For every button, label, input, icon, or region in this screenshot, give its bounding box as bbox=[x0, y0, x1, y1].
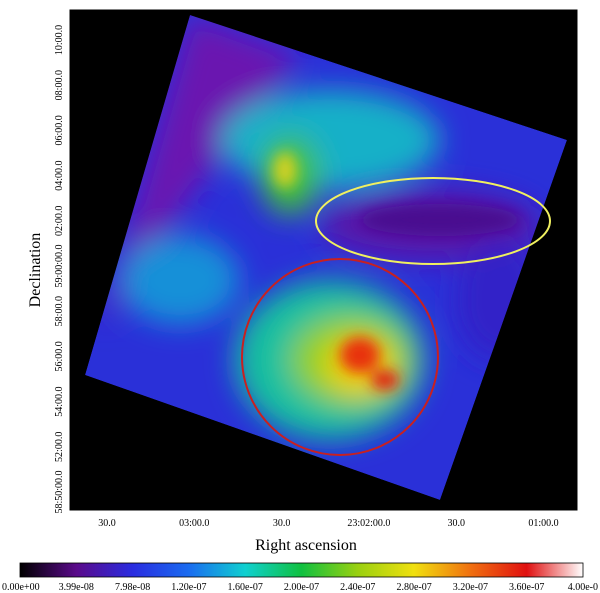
colorbar-tick-label: 2.00e-07 bbox=[284, 582, 319, 593]
y-tick-label: 06:00.0 bbox=[54, 115, 65, 145]
y-tick-label: 10:00.0 bbox=[54, 25, 65, 55]
y-tick-label: 08:00.0 bbox=[54, 70, 65, 100]
colorbar-tick-label: 4.00e-0 bbox=[568, 582, 598, 593]
region-ellipse bbox=[315, 177, 551, 265]
y-tick-label: 58:00.0 bbox=[54, 296, 65, 326]
colorbar-tick-label: 3.99e-08 bbox=[59, 582, 94, 593]
y-tick-label: 52:00.0 bbox=[54, 432, 65, 462]
colorbar-tick-label: 1.60e-07 bbox=[228, 582, 263, 593]
x-tick-label: 30.0 bbox=[447, 518, 465, 529]
colorbar-tick-label: 0.00e+00 bbox=[2, 582, 40, 593]
colorbar-tick-label: 7.98e-08 bbox=[115, 582, 150, 593]
colorbar-tick-label: 2.80e-07 bbox=[396, 582, 431, 593]
y-tick-label: 02:00.0 bbox=[54, 206, 65, 236]
xray-image bbox=[85, 15, 567, 500]
x-tick-label: 01:00.0 bbox=[528, 518, 558, 529]
y-tick-label: 59:00:00.0 bbox=[54, 244, 65, 287]
region-circle bbox=[241, 258, 439, 456]
y-tick-label: 58:50:00.0 bbox=[54, 470, 65, 513]
x-tick-label: 30.0 bbox=[273, 518, 291, 529]
y-tick-label: 04:00.0 bbox=[54, 160, 65, 190]
y-tick-label: 54:00.0 bbox=[54, 386, 65, 416]
colorbar bbox=[19, 562, 584, 578]
x-tick-label: 03:00.0 bbox=[179, 518, 209, 529]
x-axis-label: Right ascension bbox=[255, 537, 357, 554]
x-tick-label: 30.0 bbox=[98, 518, 116, 529]
y-tick-label: 56:00.0 bbox=[54, 341, 65, 371]
colorbar-tick-label: 3.20e-07 bbox=[453, 582, 488, 593]
y-axis-label: Declination bbox=[27, 233, 44, 308]
colorbar-tick-label: 3.60e-07 bbox=[509, 582, 544, 593]
x-tick-label: 23:02:00.0 bbox=[347, 518, 390, 529]
colorbar-tick-label: 2.40e-07 bbox=[340, 582, 375, 593]
colorbar-tick-label: 1.20e-07 bbox=[171, 582, 206, 593]
